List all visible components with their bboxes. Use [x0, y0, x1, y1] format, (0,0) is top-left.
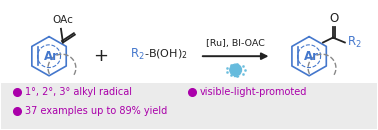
- Text: O: O: [329, 12, 339, 25]
- Text: OAc: OAc: [53, 15, 73, 25]
- Text: 37 examples up to 89% yield: 37 examples up to 89% yield: [25, 106, 167, 116]
- Text: 1°, 2°, 3° alkyl radical: 1°, 2°, 3° alkyl radical: [25, 87, 132, 97]
- Circle shape: [230, 64, 242, 76]
- Text: -B(OH)$_2$: -B(OH)$_2$: [144, 47, 188, 61]
- Text: Ar: Ar: [43, 50, 59, 63]
- Text: R$_2$: R$_2$: [347, 35, 361, 50]
- Text: Ar: Ar: [304, 50, 319, 63]
- Bar: [2, 83, 376, 129]
- Text: visible-light-promoted: visible-light-promoted: [200, 87, 307, 97]
- Text: R$_2$: R$_2$: [130, 47, 145, 62]
- Text: +: +: [93, 47, 108, 65]
- Text: [Ru], BI-OAC: [Ru], BI-OAC: [206, 39, 265, 48]
